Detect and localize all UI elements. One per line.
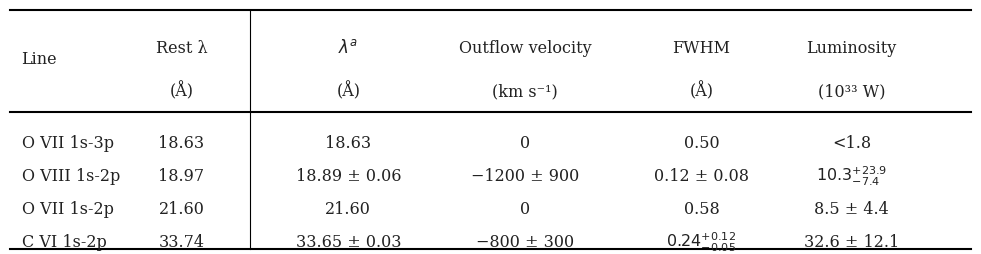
Text: O VII 1s-2p: O VII 1s-2p bbox=[22, 201, 114, 218]
Text: 0: 0 bbox=[520, 135, 530, 152]
Text: 33.74: 33.74 bbox=[159, 234, 204, 251]
Text: (10³³ W): (10³³ W) bbox=[818, 83, 885, 100]
Text: (Å): (Å) bbox=[170, 82, 193, 101]
Text: O VIII 1s-2p: O VIII 1s-2p bbox=[22, 168, 120, 185]
Text: $10.3^{+23.9}_{-7.4}$: $10.3^{+23.9}_{-7.4}$ bbox=[816, 165, 887, 188]
Text: 8.5 ± 4.4: 8.5 ± 4.4 bbox=[814, 201, 889, 218]
Text: (Å): (Å) bbox=[690, 82, 713, 101]
Text: 33.65 ± 0.03: 33.65 ± 0.03 bbox=[295, 234, 401, 251]
Text: $0.24^{+0.12}_{-0.05}$: $0.24^{+0.12}_{-0.05}$ bbox=[666, 231, 737, 254]
Text: 18.63: 18.63 bbox=[158, 135, 205, 152]
Text: <1.8: <1.8 bbox=[832, 135, 871, 152]
Text: (km s⁻¹): (km s⁻¹) bbox=[491, 83, 558, 100]
Text: FWHM: FWHM bbox=[672, 40, 731, 57]
Text: 0.58: 0.58 bbox=[684, 201, 719, 218]
Text: 18.63: 18.63 bbox=[325, 135, 372, 152]
Text: 0.50: 0.50 bbox=[684, 135, 719, 152]
Text: 18.97: 18.97 bbox=[158, 168, 205, 185]
Text: C VI 1s-2p: C VI 1s-2p bbox=[22, 234, 106, 251]
Text: −1200 ± 900: −1200 ± 900 bbox=[471, 168, 579, 185]
Text: Line: Line bbox=[22, 51, 57, 68]
Text: −800 ± 300: −800 ± 300 bbox=[476, 234, 574, 251]
Text: O VII 1s-3p: O VII 1s-3p bbox=[22, 135, 114, 152]
Text: 21.60: 21.60 bbox=[159, 201, 204, 218]
Text: (Å): (Å) bbox=[336, 82, 360, 101]
Text: 0: 0 bbox=[520, 201, 530, 218]
Text: $\lambda^{a}$: $\lambda^{a}$ bbox=[338, 39, 358, 57]
Text: Luminosity: Luminosity bbox=[806, 40, 897, 57]
Text: 0.12 ± 0.08: 0.12 ± 0.08 bbox=[654, 168, 749, 185]
Text: Outflow velocity: Outflow velocity bbox=[458, 40, 592, 57]
Text: 21.60: 21.60 bbox=[326, 201, 371, 218]
Text: 32.6 ± 12.1: 32.6 ± 12.1 bbox=[803, 234, 900, 251]
Text: 18.89 ± 0.06: 18.89 ± 0.06 bbox=[295, 168, 401, 185]
Text: Rest λ: Rest λ bbox=[156, 40, 207, 57]
